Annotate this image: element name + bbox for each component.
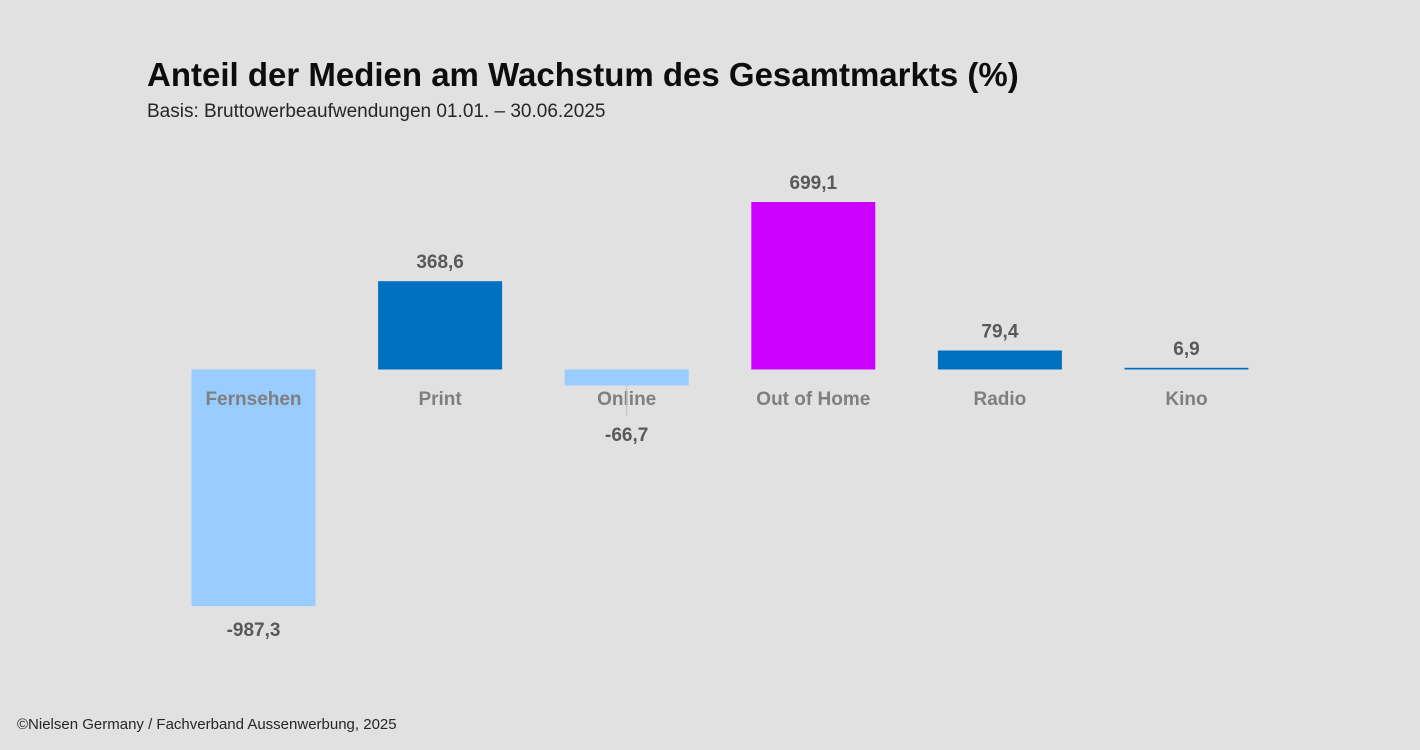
value-label-kino: 6,9 [1173, 339, 1199, 360]
value-label-online: -66,7 [605, 425, 648, 446]
bar-print [378, 281, 503, 370]
value-label-fernsehen: -987,3 [227, 620, 281, 641]
value-label-print: 368,6 [416, 252, 464, 273]
bar-out-of-home [751, 202, 876, 370]
category-label-kino: Kino [1165, 389, 1207, 410]
value-label-radio: 79,4 [981, 322, 1018, 343]
bar-online [564, 369, 689, 386]
category-label-out-of-home: Out of Home [756, 389, 870, 410]
bar-fernsehen [191, 369, 316, 607]
bar-radio [937, 350, 1062, 370]
category-label-fernsehen: Fernsehen [205, 389, 301, 410]
bar-kino [1124, 367, 1249, 370]
chart-subtitle: Basis: Bruttowerbeaufwendungen 01.01. – … [147, 101, 606, 122]
source-note: ©Nielsen Germany / Fachverband Aussenwer… [17, 716, 397, 733]
value-label-out-of-home: 699,1 [790, 173, 838, 194]
chart-title: Anteil der Medien am Wachstum des Gesamt… [147, 56, 1019, 93]
category-label-radio: Radio [974, 389, 1027, 410]
category-label-print: Print [418, 389, 462, 410]
